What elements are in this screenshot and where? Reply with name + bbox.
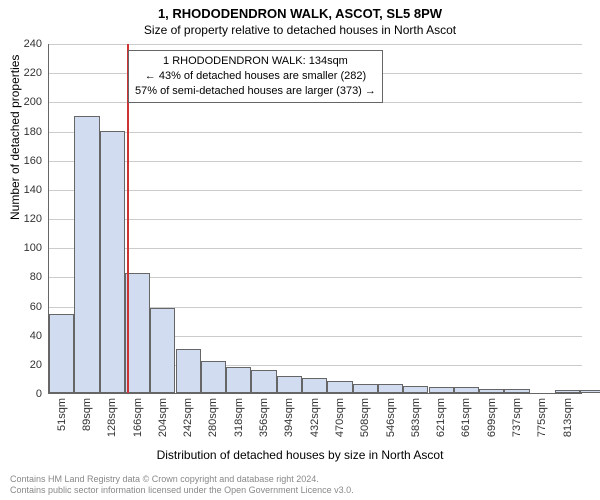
ytick-label: 80 (12, 271, 42, 283)
annotation-line: 1 RHODODENDRON WALK: 134sqm (135, 54, 376, 69)
ytick-label: 220 (12, 67, 42, 79)
xtick-label: 280sqm (207, 398, 219, 437)
ytick-label: 140 (12, 184, 42, 196)
annotation-line: ← 43% of detached houses are smaller (28… (135, 69, 376, 84)
histogram-bar (429, 387, 454, 393)
xtick-label: 470sqm (334, 398, 346, 437)
xtick-label: 51sqm (56, 398, 68, 431)
histogram-bar (479, 389, 504, 393)
histogram-bar (201, 361, 226, 393)
ytick-label: 240 (12, 38, 42, 50)
histogram-bar (454, 387, 479, 393)
xtick-label: 356sqm (258, 398, 270, 437)
xtick-label: 166sqm (132, 398, 144, 437)
histogram-bar (327, 381, 352, 393)
xtick-label: 242sqm (182, 398, 194, 437)
histogram-bar (251, 370, 276, 393)
annotation-line: 57% of semi-detached houses are larger (… (135, 84, 376, 99)
xtick-label: 775sqm (536, 398, 548, 437)
ytick-label: 100 (12, 242, 42, 254)
ytick-label: 0 (12, 388, 42, 400)
footer-line: Contains public sector information licen… (10, 485, 354, 496)
ytick-label: 20 (12, 359, 42, 371)
page-title: 1, RHODODENDRON WALK, ASCOT, SL5 8PW (0, 0, 600, 21)
page-subtitle: Size of property relative to detached ho… (0, 21, 600, 39)
histogram-bar (176, 349, 201, 393)
histogram-bar (302, 378, 327, 393)
xtick-label: 508sqm (359, 398, 371, 437)
xtick-label: 394sqm (283, 398, 295, 437)
histogram-bar (555, 390, 580, 393)
ytick-label: 120 (12, 213, 42, 225)
histogram-bar (580, 390, 600, 393)
histogram-bar (353, 384, 378, 393)
xtick-label: 661sqm (460, 398, 472, 437)
ytick-label: 60 (12, 301, 42, 313)
ytick-label: 200 (12, 96, 42, 108)
histogram-bar (150, 308, 175, 393)
xtick-label: 128sqm (106, 398, 118, 437)
xtick-label: 546sqm (385, 398, 397, 437)
footer-line: Contains HM Land Registry data © Crown c… (10, 474, 354, 485)
histogram-bar (403, 386, 428, 393)
xtick-label: 583sqm (410, 398, 422, 437)
xtick-label: 699sqm (486, 398, 498, 437)
chart-area: 02040608010012014016018020022024051sqm89… (48, 44, 582, 394)
annotation-box: 1 RHODODENDRON WALK: 134sqm ← 43% of det… (128, 50, 383, 103)
xtick-label: 432sqm (309, 398, 321, 437)
x-axis-label: Distribution of detached houses by size … (0, 448, 600, 462)
xtick-label: 89sqm (81, 398, 93, 431)
ytick-label: 160 (12, 155, 42, 167)
histogram-bar (49, 314, 74, 393)
histogram-bar (226, 367, 251, 393)
xtick-label: 737sqm (511, 398, 523, 437)
histogram-bar (100, 131, 125, 394)
histogram-bar (504, 389, 529, 393)
histogram-bar (378, 384, 403, 393)
xtick-label: 204sqm (157, 398, 169, 437)
xtick-label: 621sqm (435, 398, 447, 437)
xtick-label: 813sqm (562, 398, 574, 437)
ytick-label: 40 (12, 330, 42, 342)
xtick-label: 318sqm (233, 398, 245, 437)
histogram-bar (74, 116, 99, 393)
histogram-bar (277, 376, 302, 394)
ytick-label: 180 (12, 126, 42, 138)
footer-attribution: Contains HM Land Registry data © Crown c… (10, 474, 354, 497)
